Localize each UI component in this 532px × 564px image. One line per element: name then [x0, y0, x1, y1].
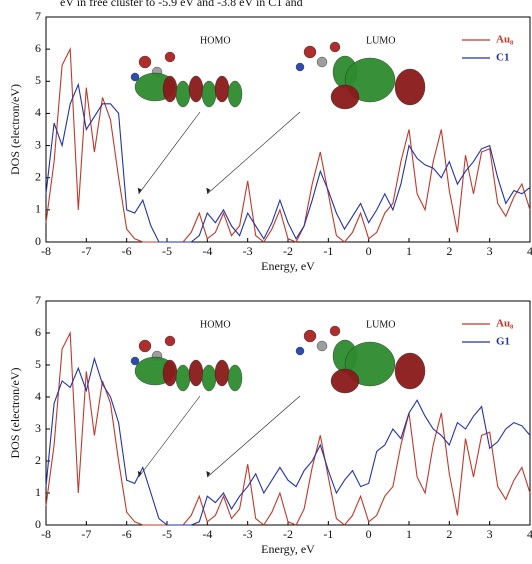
x-tick-label: -7 — [81, 527, 91, 541]
orbital-lobe — [215, 360, 229, 386]
x-tick-label: 4 — [527, 244, 532, 258]
y-tick-label: 5 — [35, 73, 41, 87]
orbital-lobe — [331, 85, 359, 109]
y-tick-label: 6 — [35, 325, 41, 339]
caption: eV in free cluster to -5.9 eV and -3.8 e… — [60, 0, 303, 9]
legend-label: G1 — [496, 336, 510, 348]
orbital-lobe — [228, 365, 242, 391]
x-axis-label: Energy, eV — [261, 542, 315, 556]
y-tick-label: 1 — [35, 485, 41, 499]
x-tick-label: 3 — [487, 244, 493, 258]
y-axis-label: DOS (electron/eV) — [8, 368, 22, 459]
y-tick-label: 4 — [35, 105, 41, 119]
x-tick-label: -7 — [81, 244, 91, 258]
arrow — [139, 112, 200, 194]
orbital-lobe — [189, 76, 203, 102]
x-tick-label: -8 — [41, 527, 51, 541]
figure: eV in free cluster to -5.9 eV and -3.8 e… — [0, 0, 532, 564]
x-tick-label: -8 — [41, 244, 51, 258]
y-tick-label: 5 — [35, 357, 41, 371]
orbital-lobe — [165, 336, 175, 346]
orbital-lobe — [317, 57, 327, 67]
series-line — [46, 333, 530, 525]
x-tick-label: -2 — [283, 244, 293, 258]
annotation: LUMO — [366, 35, 395, 46]
orbital-lobe — [395, 353, 425, 389]
orbital-lobe — [139, 56, 151, 68]
orbital-lobe — [330, 326, 340, 336]
x-tick-label: 0 — [366, 244, 372, 258]
series-line — [46, 85, 530, 243]
y-tick-label: 3 — [35, 137, 41, 151]
x-tick-label: -4 — [202, 527, 212, 541]
y-tick-label: 1 — [35, 202, 41, 216]
orbital-lobe — [296, 347, 304, 355]
orbital-lobe — [202, 365, 216, 391]
orbital-lobe — [163, 360, 177, 386]
orbital-lobe — [165, 52, 175, 62]
x-tick-label: -5 — [162, 244, 172, 258]
orbital-lobe — [189, 360, 203, 386]
orbital-lobe — [331, 369, 359, 393]
orbital-lobe — [304, 330, 316, 342]
x-tick-label: 3 — [487, 527, 493, 541]
annotation: HOMO — [200, 319, 231, 330]
y-tick-label: 2 — [35, 169, 41, 183]
annotation: LUMO — [366, 319, 395, 330]
legend-label: Au₈ — [496, 318, 514, 330]
y-tick-label: 6 — [35, 41, 41, 55]
orbital-images — [131, 42, 425, 109]
x-tick-label: 2 — [446, 527, 452, 541]
x-tick-label: 1 — [406, 244, 412, 258]
x-tick-label: -1 — [323, 527, 333, 541]
y-tick-label: 2 — [35, 453, 41, 467]
x-tick-label: 4 — [527, 527, 532, 541]
series-line — [46, 49, 530, 242]
plot-frame — [46, 17, 530, 242]
x-tick-label: 1 — [406, 527, 412, 541]
series-line — [46, 359, 530, 525]
y-tick-label: 3 — [35, 421, 41, 435]
x-tick-label: -4 — [202, 244, 212, 258]
x-tick-label: -6 — [122, 244, 132, 258]
x-tick-label: -5 — [162, 527, 172, 541]
annotation: HOMO — [200, 35, 231, 46]
x-tick-label: -3 — [243, 244, 253, 258]
y-tick-label: 7 — [35, 9, 41, 23]
orbital-lobe — [296, 63, 304, 71]
orbital-images — [131, 326, 425, 393]
plot-frame — [46, 301, 530, 525]
orbital-lobe — [176, 365, 190, 391]
orbital-lobe — [317, 341, 327, 351]
y-tick-label: 4 — [35, 389, 41, 403]
orbital-lobe — [176, 81, 190, 107]
y-axis-label: DOS (electron/eV) — [8, 84, 22, 175]
arrow — [207, 396, 300, 477]
orbital-lobe — [330, 42, 340, 52]
x-tick-label: -2 — [283, 527, 293, 541]
orbital-lobe — [202, 81, 216, 107]
y-tick-label: 0 — [35, 517, 41, 531]
y-tick-label: 0 — [35, 234, 41, 248]
x-axis-label: Energy, eV — [261, 259, 315, 273]
x-tick-label: -1 — [323, 244, 333, 258]
orbital-lobe — [228, 81, 242, 107]
orbital-lobe — [163, 76, 177, 102]
arrow — [139, 396, 200, 477]
arrow — [207, 112, 300, 194]
orbital-lobe — [395, 69, 425, 105]
orbital-lobe — [139, 340, 151, 352]
orbital-lobe — [304, 46, 316, 58]
x-tick-label: 2 — [446, 244, 452, 258]
orbital-lobe — [215, 76, 229, 102]
y-tick-label: 7 — [35, 293, 41, 307]
x-tick-label: -3 — [243, 527, 253, 541]
legend-label: C1 — [496, 52, 509, 64]
legend-label: Au₈ — [496, 34, 514, 46]
x-tick-label: -6 — [122, 527, 132, 541]
x-tick-label: 0 — [366, 527, 372, 541]
